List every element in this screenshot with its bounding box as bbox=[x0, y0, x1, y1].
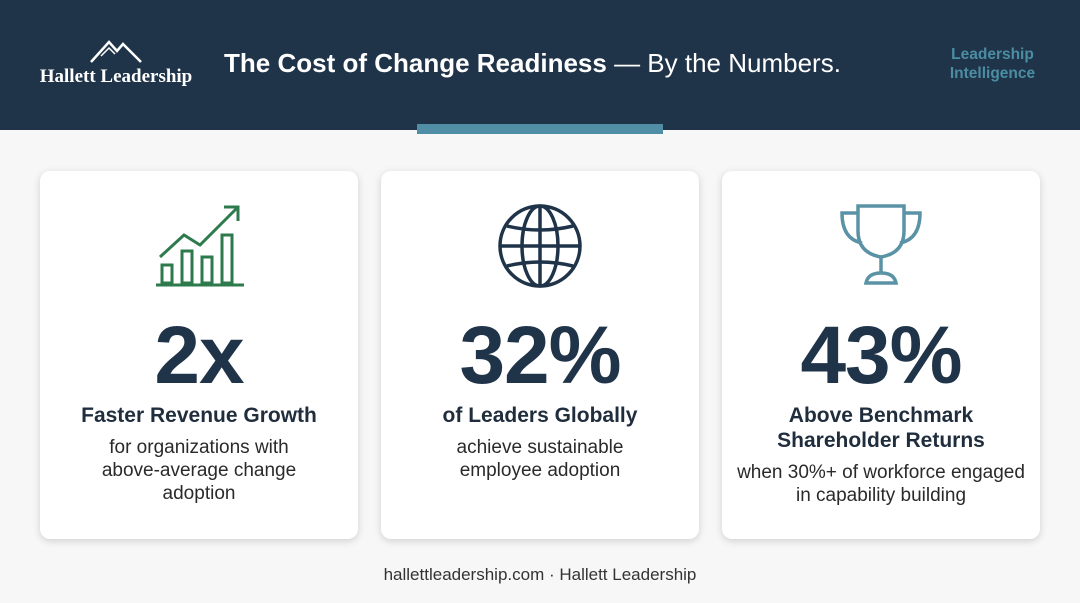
growth-icon bbox=[156, 205, 244, 287]
card-body: Above Benchmark Shareholder Returns when… bbox=[722, 403, 1040, 507]
header: Hallett Leadership The Cost of Change Re… bbox=[0, 0, 1080, 130]
logo-text: Hallett Leadership bbox=[39, 66, 193, 87]
accent-bar bbox=[417, 124, 663, 134]
stat-card: 32% of Leaders Globally achieve sustaina… bbox=[381, 171, 699, 539]
card-description: for organizations with above-average cha… bbox=[101, 437, 297, 504]
card-description: achieve sustainable employee adoption bbox=[456, 437, 624, 481]
logo: Hallett Leadership bbox=[36, 38, 196, 88]
stat-card: 2x Faster Revenue Growth for organizatio… bbox=[40, 171, 358, 539]
title: The Cost of Change Readiness — By the Nu… bbox=[224, 48, 841, 79]
card-heading: Above Benchmark Shareholder Returns bbox=[777, 404, 985, 452]
card-heading: Faster Revenue Growth bbox=[81, 404, 317, 427]
trophy-icon bbox=[840, 204, 922, 285]
stat-value: 32% bbox=[459, 310, 621, 401]
stat-card: 43% Above Benchmark Shareholder Returns … bbox=[722, 171, 1040, 539]
card-body: of Leaders Globally achieve sustainable … bbox=[381, 403, 699, 482]
stat-value: 43% bbox=[800, 310, 962, 401]
tagline: Leadership Intelligence bbox=[949, 46, 1036, 82]
card-heading: of Leaders Globally bbox=[442, 404, 638, 427]
stat-value: 2x bbox=[154, 310, 244, 401]
globe-icon bbox=[498, 204, 582, 288]
title-rest: — By the Numbers. bbox=[614, 48, 841, 78]
card-description: when 30%+ of workforce engaged in capabi… bbox=[737, 462, 1025, 506]
logo-mountains bbox=[90, 40, 142, 63]
title-bold: The Cost of Change Readiness bbox=[224, 48, 607, 78]
footer: hallettleadership.com · Hallett Leadersh… bbox=[383, 565, 697, 584]
card-body: Faster Revenue Growth for organizations … bbox=[40, 403, 358, 505]
